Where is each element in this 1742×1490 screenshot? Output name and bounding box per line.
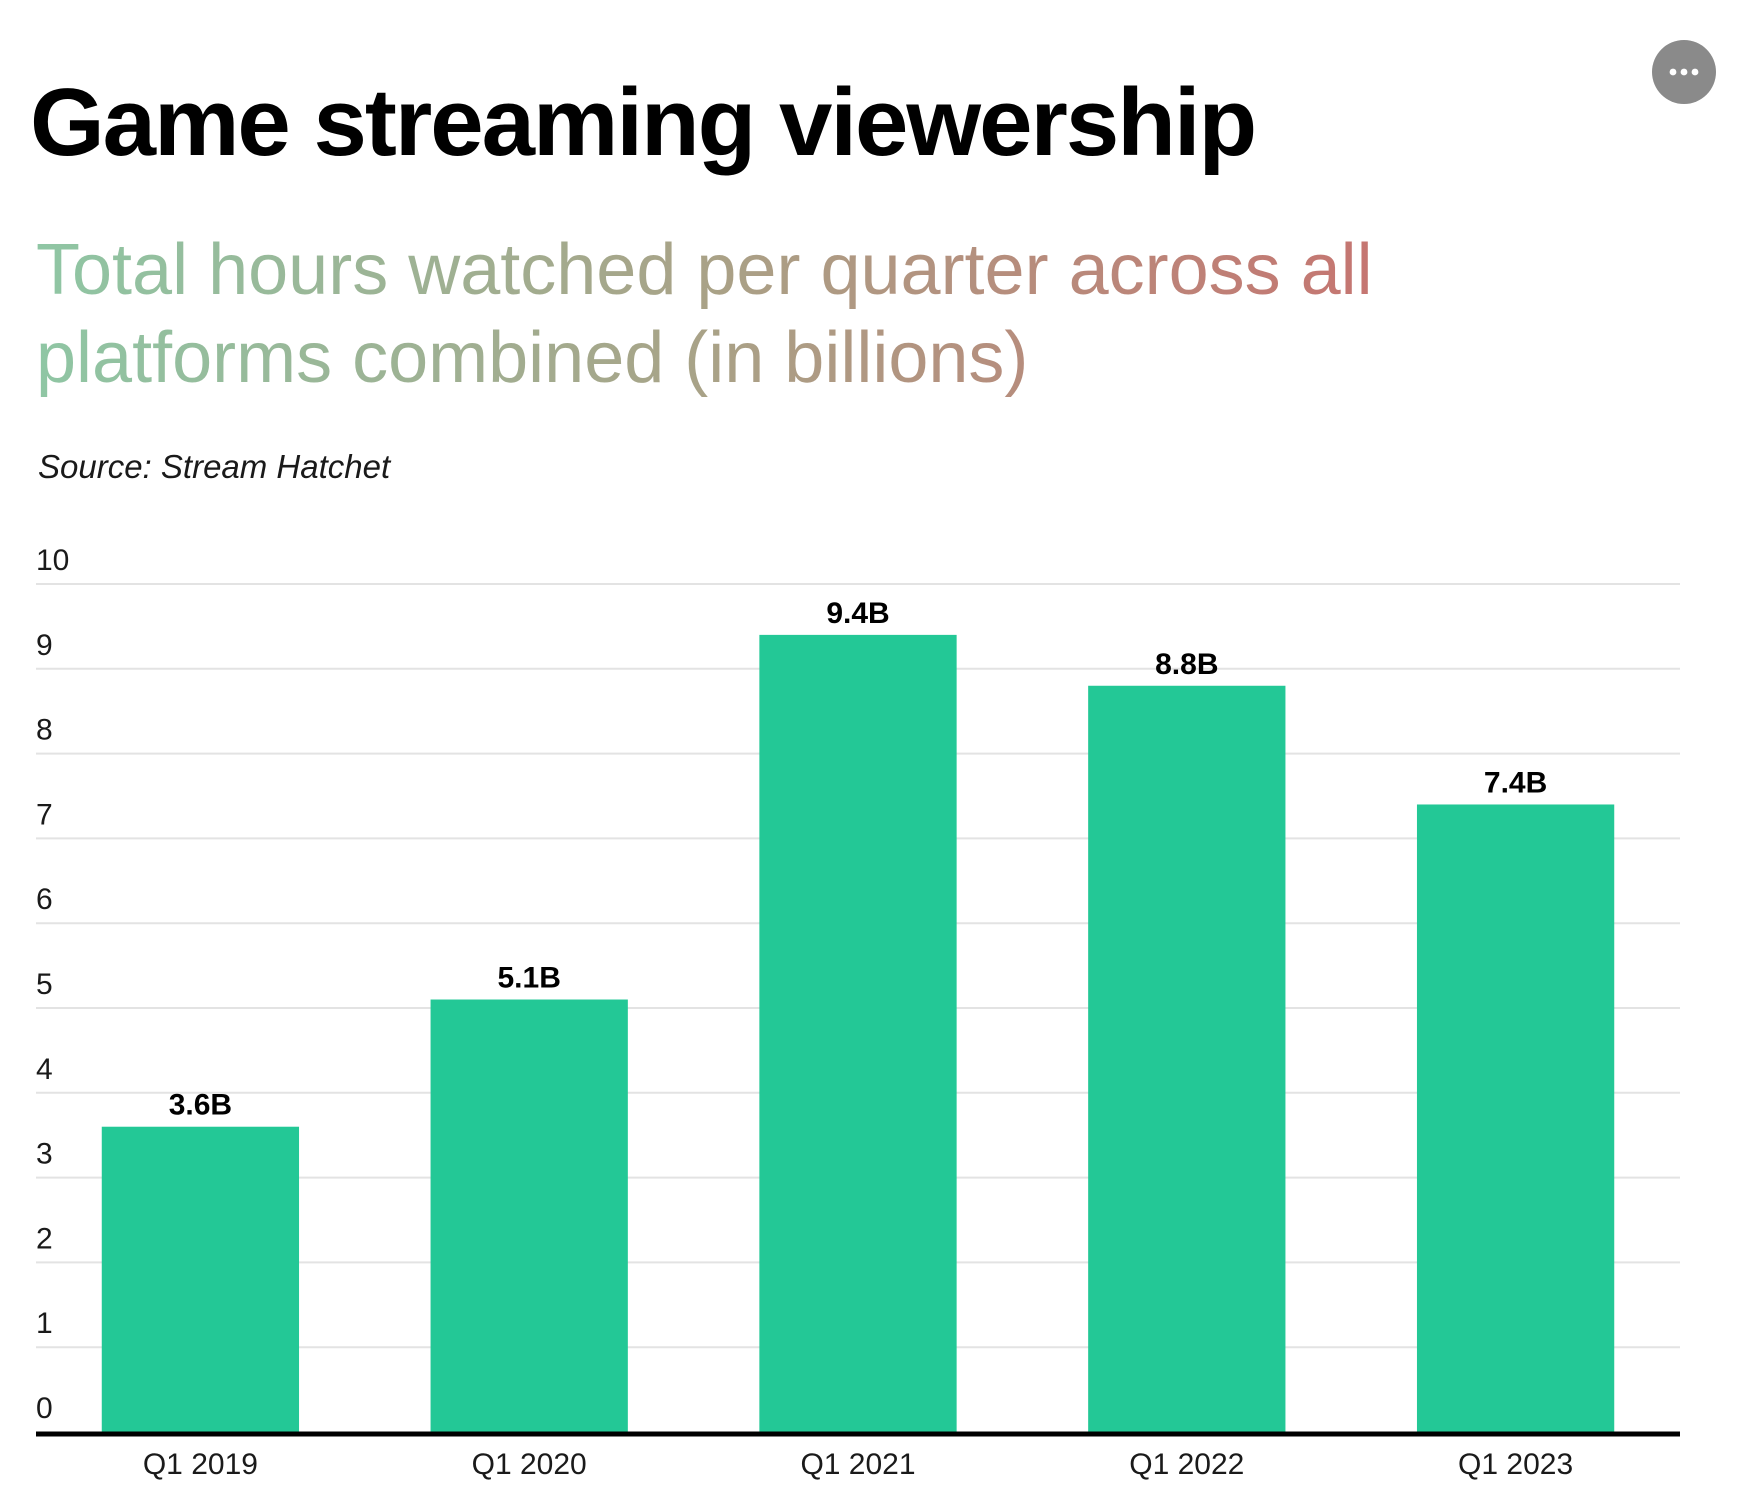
bar — [1416, 804, 1615, 1432]
bar — [101, 1126, 300, 1432]
y-tick-label: 7 — [36, 798, 53, 831]
data-label: 9.4B — [826, 597, 889, 630]
y-tick-label: 10 — [36, 544, 69, 577]
x-tick-label: Q1 2019 — [143, 1448, 258, 1481]
y-tick-label: 2 — [36, 1222, 53, 1255]
y-tick-label: 9 — [36, 629, 53, 662]
y-tick-label: 3 — [36, 1138, 53, 1171]
y-tick-label: 1 — [36, 1307, 53, 1340]
data-labels: 3.6B 5.1B 9.4B 8.8B 7.4B — [169, 597, 1548, 1122]
chart-source: Source: Stream Hatchet — [38, 448, 391, 485]
y-axis-ticks: 0 1 2 3 4 5 6 7 8 9 10 — [36, 544, 69, 1425]
y-tick-label: 6 — [36, 883, 53, 916]
bar — [430, 999, 628, 1432]
chart-title: Game streaming viewership — [30, 69, 1257, 176]
y-tick-label: 5 — [36, 968, 53, 1001]
y-tick-label: 4 — [36, 1053, 53, 1086]
bars — [101, 634, 1615, 1432]
x-tick-label: Q1 2022 — [1129, 1448, 1244, 1481]
grid-lines — [36, 583, 1680, 1349]
data-label: 3.6B — [169, 1089, 232, 1122]
y-tick-label: 8 — [36, 714, 53, 747]
bar — [759, 634, 957, 1432]
data-label: 5.1B — [498, 962, 561, 995]
x-tick-label: Q1 2023 — [1458, 1448, 1573, 1481]
x-tick-label: Q1 2020 — [472, 1448, 587, 1481]
more-horizontal-icon — [1669, 68, 1699, 76]
data-label: 8.8B — [1155, 648, 1218, 681]
more-options-button[interactable] — [1652, 40, 1716, 104]
data-label: 7.4B — [1484, 766, 1547, 799]
y-tick-label: 0 — [36, 1392, 53, 1425]
bar — [1088, 685, 1286, 1432]
x-tick-label: Q1 2021 — [800, 1448, 915, 1481]
chart-subtitle: Total hours watched per quarter across a… — [36, 226, 1436, 402]
x-axis-ticks: Q1 2019 Q1 2020 Q1 2021 Q1 2022 Q1 2023 — [143, 1448, 1573, 1481]
